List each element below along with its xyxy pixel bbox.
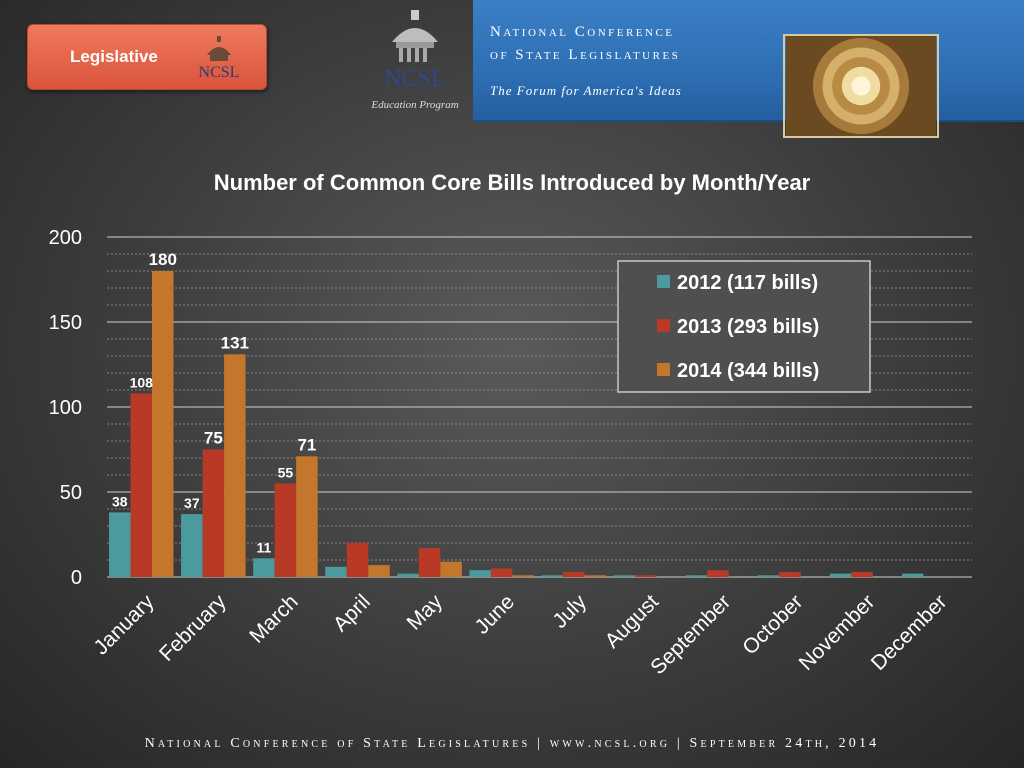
badge-label: Legislative bbox=[70, 47, 158, 66]
y-tick-label: 100 bbox=[49, 397, 82, 419]
chart-title: Number of Common Core Bills Introduced b… bbox=[213, 170, 811, 195]
data-label: 71 bbox=[297, 435, 316, 454]
data-label: 180 bbox=[149, 250, 177, 269]
edu-logo-subtitle: Education Program bbox=[370, 99, 458, 111]
bar-2012-july bbox=[541, 575, 563, 577]
bar-2014-january bbox=[152, 271, 174, 577]
x-tick-label: February bbox=[155, 590, 231, 666]
legislative-badge[interactable]: Legislative NCSL bbox=[27, 24, 267, 90]
bar-2012-august bbox=[613, 575, 636, 577]
x-tick-label: October bbox=[738, 590, 807, 659]
y-tick-label: 0 bbox=[71, 567, 82, 589]
legend-swatch bbox=[657, 363, 670, 376]
y-tick-label: 200 bbox=[49, 227, 82, 249]
data-label: 38 bbox=[112, 493, 128, 509]
banner-tagline: The Forum for America's Ideas bbox=[490, 83, 682, 98]
bar-2013-august bbox=[635, 575, 657, 577]
legend-label: 2013 (293 bills) bbox=[677, 316, 819, 338]
bar-2012-june bbox=[469, 570, 491, 577]
footer-text: National Conference of State Legislature… bbox=[144, 736, 880, 751]
x-tick-label: June bbox=[471, 590, 519, 638]
bar-2013-november bbox=[851, 571, 873, 577]
data-label: 37 bbox=[184, 495, 200, 511]
bar-2013-january bbox=[130, 393, 152, 577]
bar-2012-december bbox=[901, 573, 924, 577]
data-label: 75 bbox=[204, 429, 223, 448]
legend: 2012 (117 bills) 2013 (293 bills) 2014 (34… bbox=[617, 260, 871, 393]
bar-2012-may bbox=[397, 573, 419, 577]
bar-2013-october bbox=[779, 571, 801, 577]
data-label: 131 bbox=[221, 333, 249, 352]
x-tick-label: July bbox=[548, 590, 591, 633]
bar-2012-november bbox=[829, 573, 852, 577]
bar-2014-july bbox=[584, 575, 606, 577]
bar-2013-september bbox=[707, 570, 729, 577]
banner-line1: National Conference bbox=[490, 24, 675, 40]
data-labels: 38 37 11 108 75 55 180 131 71 bbox=[112, 250, 316, 555]
bar-2014-april bbox=[368, 565, 390, 577]
bar-2013-march bbox=[274, 483, 297, 577]
y-tick-label: 50 bbox=[60, 482, 82, 504]
legend-label: 2012 (117 bills) bbox=[677, 272, 818, 294]
bar-2014-june bbox=[512, 575, 534, 577]
banner-line2: of State Legislatures bbox=[490, 47, 681, 63]
bars bbox=[109, 271, 924, 577]
x-tick-label: April bbox=[329, 590, 375, 636]
bar-chart: 0 50 100 150 200 38 37 11 108 75 55 180 131 71 Janua… bbox=[49, 227, 972, 679]
x-tick-label: August bbox=[601, 590, 664, 653]
x-tick-label: November bbox=[795, 590, 880, 675]
bar-2013-may bbox=[418, 548, 441, 577]
capitol-dome-photo bbox=[783, 34, 939, 138]
legend-swatch bbox=[657, 275, 670, 288]
bar-2014-may bbox=[440, 561, 462, 577]
legend-swatch bbox=[657, 319, 670, 332]
bar-2014-february bbox=[224, 354, 246, 577]
data-label: 108 bbox=[130, 374, 154, 390]
bar-2012-september bbox=[685, 575, 708, 577]
data-label: 55 bbox=[278, 465, 294, 481]
x-tick-label: March bbox=[245, 590, 303, 648]
bar-2012-january bbox=[109, 512, 131, 577]
x-tick-label: May bbox=[403, 590, 448, 635]
bar-2012-october bbox=[757, 575, 780, 577]
ncsl-education-logo: NCSL Education Program bbox=[370, 10, 459, 111]
ncsl-banner: National Conference of State Legislature… bbox=[473, 0, 1024, 138]
bar-2013-april bbox=[346, 543, 369, 577]
badge-logo-text: NCSL bbox=[199, 64, 240, 81]
data-label: 11 bbox=[257, 539, 272, 555]
edu-logo-name: NCSL bbox=[384, 66, 445, 92]
bar-2013-july bbox=[563, 571, 585, 577]
y-tick-label: 150 bbox=[49, 312, 82, 334]
bar-2012-march bbox=[253, 558, 275, 577]
bar-2012-april bbox=[325, 566, 347, 577]
bar-2012-february bbox=[181, 514, 203, 577]
bar-2014-march bbox=[296, 456, 318, 577]
bar-2013-february bbox=[202, 449, 225, 577]
y-axis-ticks: 0 50 100 150 200 bbox=[49, 227, 82, 589]
bar-2013-june bbox=[490, 568, 513, 577]
ncsl-capitol-logo: NCSL bbox=[199, 36, 240, 81]
x-tick-label: December bbox=[867, 590, 952, 675]
legend-label: 2014 (344 bills) bbox=[677, 360, 819, 382]
x-tick-label: January bbox=[89, 590, 158, 659]
